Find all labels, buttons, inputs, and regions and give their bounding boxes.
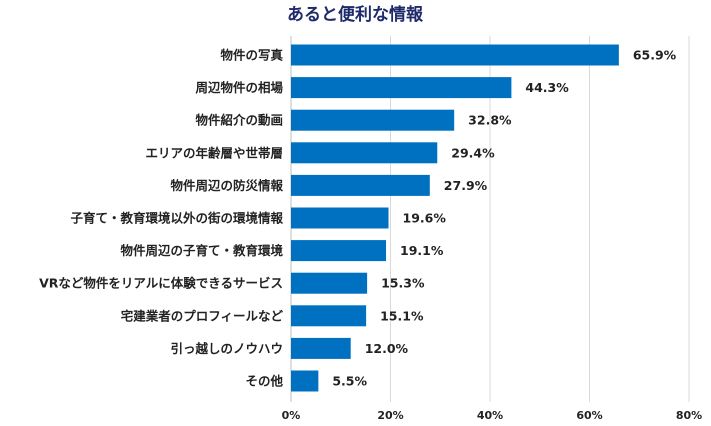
chart-title: あると便利な情報 xyxy=(287,4,424,25)
x-tick-label: 20% xyxy=(377,409,403,422)
bar xyxy=(291,272,368,294)
data-label: 15.3% xyxy=(381,276,425,291)
data-label: 44.3% xyxy=(525,80,569,95)
bar xyxy=(291,142,438,164)
bar xyxy=(291,44,619,66)
bar xyxy=(291,174,430,196)
data-label: 5.5% xyxy=(332,374,367,389)
bars xyxy=(291,44,619,392)
data-label: 19.1% xyxy=(400,243,444,258)
bar xyxy=(291,77,512,99)
data-label: 12.0% xyxy=(365,341,409,356)
data-label: 19.6% xyxy=(403,211,447,226)
bar xyxy=(291,370,319,392)
category-label: 物件の写真 xyxy=(220,48,283,63)
bar xyxy=(291,305,367,327)
category-label: 物件周辺の子育て・教育環境 xyxy=(120,243,283,258)
bar xyxy=(291,337,351,359)
category-label: 引っ越しのノウハウ xyxy=(170,341,283,356)
bar xyxy=(291,109,455,131)
category-label: エリアの年齢層や世帯層 xyxy=(145,145,283,160)
category-label: その他 xyxy=(245,374,283,389)
data-label: 29.4% xyxy=(451,145,495,160)
x-axis-ticks: 0% 20% 40% 60% 80% xyxy=(282,409,703,422)
category-label: 子育て・教育環境以外の街の環境情報 xyxy=(70,211,283,226)
value-labels: 65.9% 44.3% 32.8% 29.4% 27.9% 19.6% 19.1% 15.3%… xyxy=(332,48,676,389)
data-label: 15.1% xyxy=(380,308,424,323)
x-tick-label: 80% xyxy=(676,409,702,422)
category-label: 宅建業者のプロフィールなど xyxy=(121,308,284,323)
category-label: 物件紹介の動画 xyxy=(195,113,283,128)
x-tick-label: 40% xyxy=(477,409,503,422)
data-label: 65.9% xyxy=(633,48,677,63)
category-labels: 物件の写真周辺物件の相場物件紹介の動画エリアの年齢層や世帯層物件周辺の防災情報子… xyxy=(39,48,283,389)
x-tick-label: 60% xyxy=(576,409,602,422)
data-label: 32.8% xyxy=(468,113,512,128)
x-tick-label: 0% xyxy=(282,409,301,422)
bar xyxy=(291,240,387,262)
bar xyxy=(291,207,389,229)
category-label: 周辺物件の相場 xyxy=(195,80,283,95)
category-label: VRなど物件をリアルに体験できるサービス xyxy=(39,276,283,291)
data-label: 27.9% xyxy=(444,178,488,193)
category-label: 物件周辺の防災情報 xyxy=(170,178,283,193)
